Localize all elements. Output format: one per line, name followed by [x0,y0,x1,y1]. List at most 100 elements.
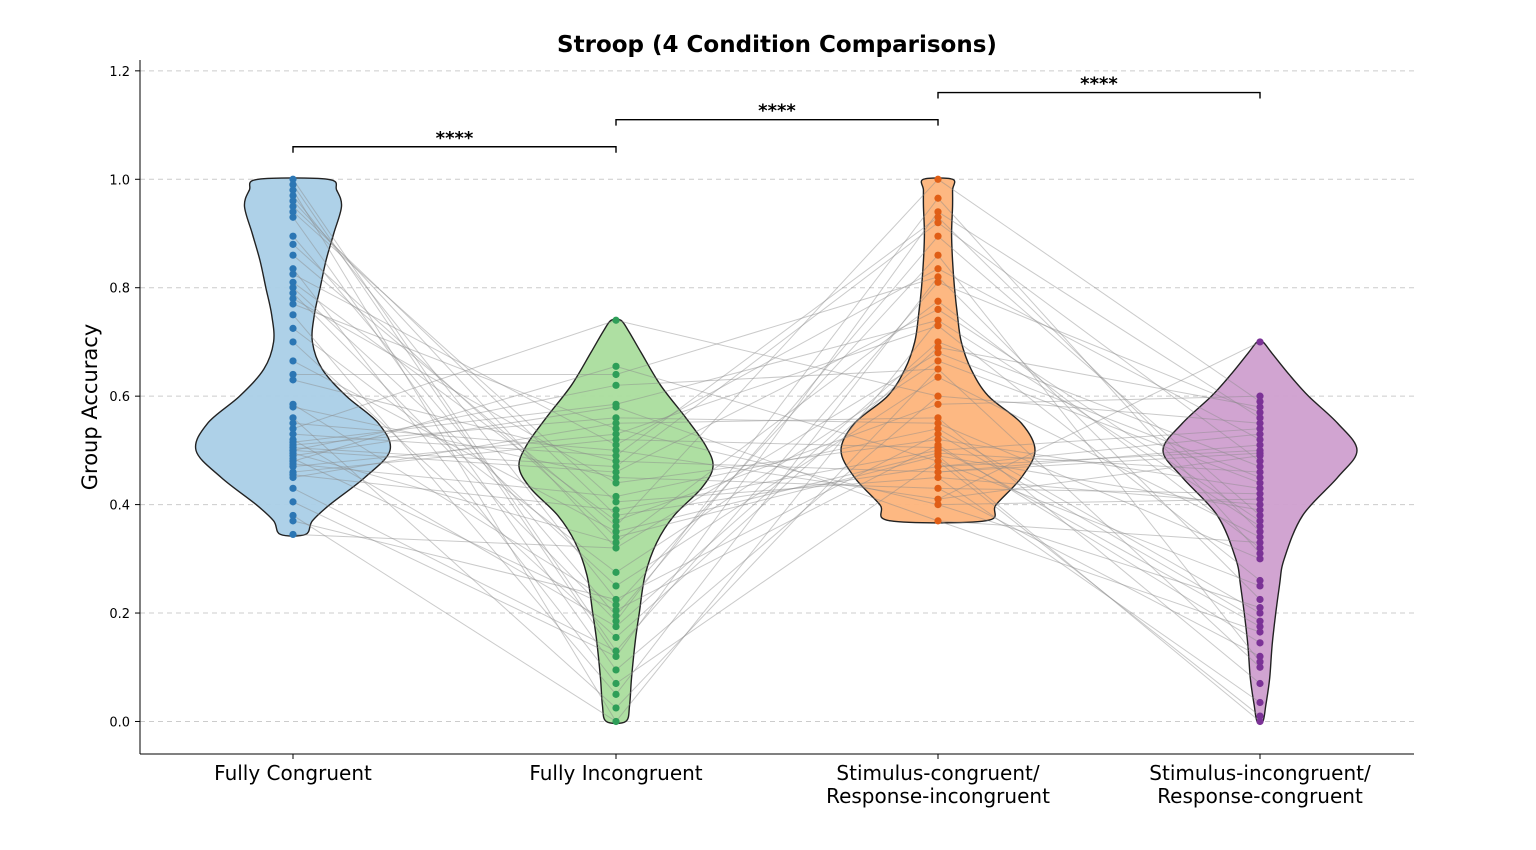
data-point [612,457,620,465]
paired-line [292,439,617,473]
data-point [934,457,942,465]
data-point [289,197,297,205]
data-point [612,533,620,541]
paired-line [292,458,617,611]
data-point [1256,419,1264,427]
paired-line [292,439,617,628]
paired-line [615,428,939,506]
y-tick-label: 1.2 [109,65,130,80]
data-point [934,357,942,365]
data-point [934,435,942,444]
paired-line [292,273,617,446]
data-point [289,403,297,411]
data-point [1256,457,1264,465]
y-tick-label: 0.4 [109,499,130,514]
paired-line [292,281,617,522]
paired-line [937,197,1261,554]
paired-line [615,368,939,709]
data-point [612,717,620,726]
data-point [289,208,297,216]
data-point [289,294,297,303]
paired-line [292,206,617,516]
x-tick-label: Fully Congruent [214,761,372,785]
paired-line [292,303,617,430]
data-point [1256,425,1264,433]
paired-line [937,325,1261,581]
data-point [612,492,620,501]
paired-line [937,477,1261,703]
paired-line [292,515,617,722]
paired-line [615,466,939,516]
data-point [289,498,297,506]
data-point [289,213,297,221]
paired-line [937,433,1261,468]
paired-line [615,476,939,503]
paired-line [937,346,1261,408]
paired-line [292,319,617,430]
data-point [1256,441,1264,449]
data-point [934,338,942,346]
paired-line [292,422,617,478]
data-point [289,530,297,539]
paired-line [292,287,617,587]
data-point [934,473,942,482]
data-point [1256,511,1264,520]
data-point [934,297,942,305]
data-point [289,425,297,433]
paired-line [292,365,617,462]
paired-line [937,447,1261,628]
data-point [1256,392,1264,400]
paired-line [292,384,617,451]
data-point [612,479,620,487]
significance-label: **** [436,128,474,149]
paired-line [937,341,1261,468]
data-point [1256,452,1264,460]
paired-line [937,520,1261,544]
data-point [289,175,297,183]
data-point [1256,549,1264,557]
paired-line [292,417,617,709]
paired-line [937,428,1261,451]
data-point [612,441,620,449]
paired-line [615,444,939,611]
significance-label: **** [1080,74,1118,95]
data-point [289,311,297,319]
paired-line [292,520,617,600]
paired-line [292,452,617,544]
paired-line [292,449,617,473]
data-point [612,381,620,389]
paired-line [292,292,617,622]
data-point [934,213,942,221]
paired-line [937,276,1261,600]
significance-label: **** [758,101,796,122]
paired-line [292,327,617,573]
paired-line [937,455,1261,511]
paired-line [615,360,939,573]
paired-line [292,298,617,484]
data-point [1256,658,1264,666]
data-point [1256,495,1264,503]
paired-line [615,319,939,722]
data-point [289,202,297,210]
paired-line [615,216,939,457]
data-point [612,463,620,471]
data-point [934,484,942,492]
chart-title: Stroop (4 Condition Comparisons) [557,32,997,58]
paired-line [615,476,939,489]
significance-bracket [292,146,617,153]
paired-line [937,498,1261,506]
data-point [289,232,297,240]
paired-line [615,460,939,473]
paired-line [937,449,1261,468]
paired-line [615,281,939,652]
data-point [289,240,297,248]
data-point [1256,639,1264,647]
paired-line [615,308,939,473]
paired-line [615,325,939,435]
paired-line [937,300,1261,549]
data-point [934,232,942,240]
data-point [1256,712,1264,720]
paired-line [937,455,1261,500]
data-point [1256,338,1264,346]
paired-line [615,319,939,397]
